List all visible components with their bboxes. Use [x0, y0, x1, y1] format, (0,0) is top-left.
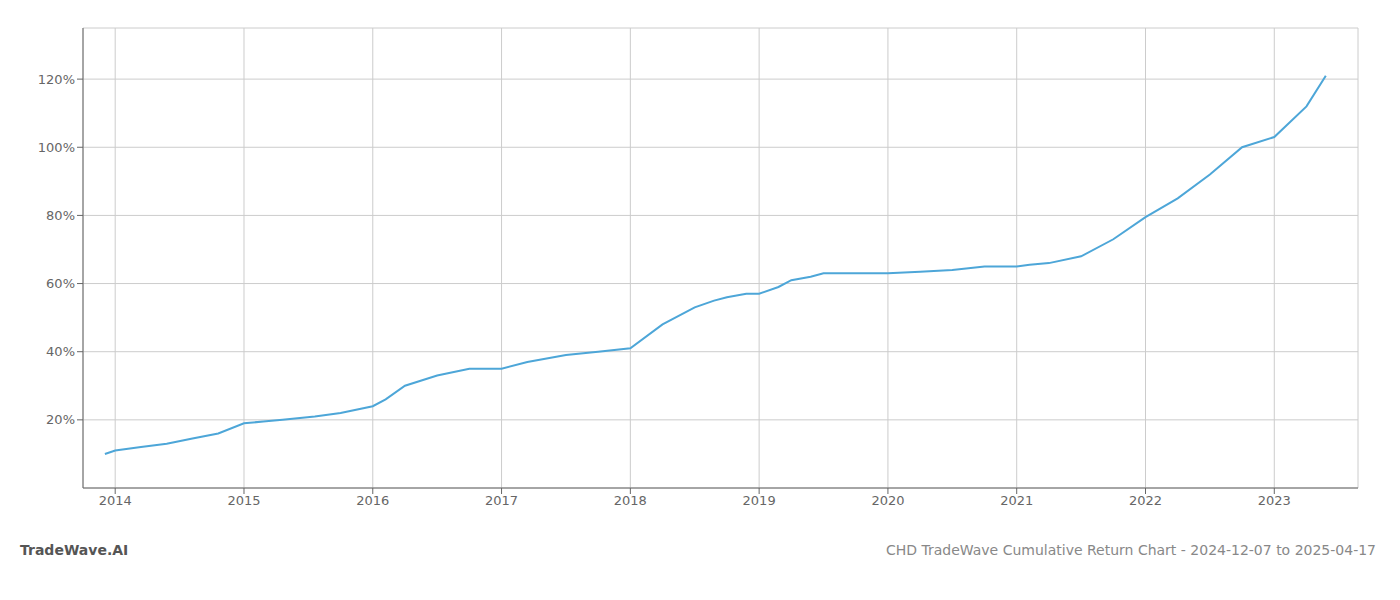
svg-text:2017: 2017	[485, 493, 518, 508]
svg-text:20%: 20%	[46, 412, 75, 427]
svg-text:40%: 40%	[46, 344, 75, 359]
svg-text:2019: 2019	[743, 493, 776, 508]
svg-text:2016: 2016	[356, 493, 389, 508]
svg-text:2015: 2015	[227, 493, 260, 508]
svg-text:2018: 2018	[614, 493, 647, 508]
svg-text:60%: 60%	[46, 276, 75, 291]
svg-text:120%: 120%	[38, 72, 75, 87]
svg-text:100%: 100%	[38, 140, 75, 155]
svg-text:2022: 2022	[1129, 493, 1162, 508]
svg-text:2021: 2021	[1000, 493, 1033, 508]
html-text:TradeWave.AI: TradeWave.AI	[20, 542, 129, 558]
html-text:CHD TradeWave Cumulative Retur: CHD TradeWave Cumulative Return Chart - …	[885, 542, 1376, 558]
svg-text:80%: 80%	[46, 208, 75, 223]
svg-text:2020: 2020	[871, 493, 904, 508]
svg-text:2014: 2014	[99, 493, 132, 508]
svg-text:2023: 2023	[1258, 493, 1291, 508]
